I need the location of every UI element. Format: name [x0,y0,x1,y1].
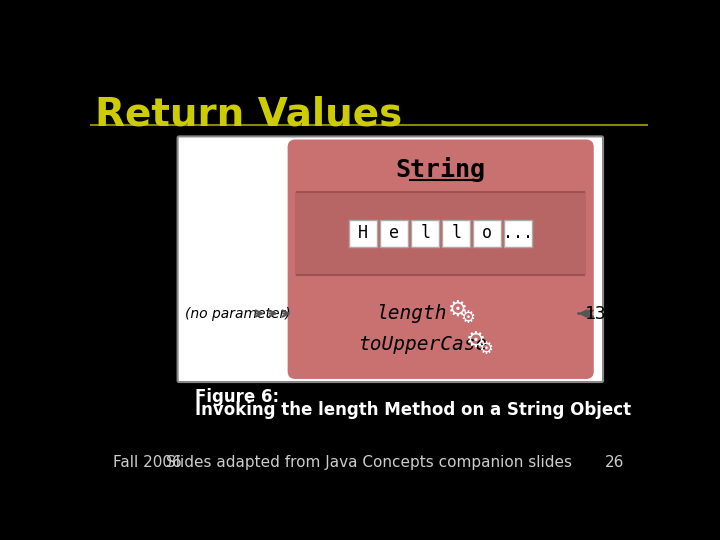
Text: l: l [451,225,462,242]
Text: ⚙: ⚙ [461,309,476,327]
Bar [473,220,501,247]
Text: Invoking the length Method on a String Object: Invoking the length Method on a String O… [194,401,631,419]
Bar [349,220,377,247]
Text: l: l [420,225,430,242]
Text: 26: 26 [606,455,625,470]
Text: 13: 13 [585,305,606,322]
Bar [295,192,586,275]
Text: Fall 2006: Fall 2006 [113,455,182,470]
Text: Return Values: Return Values [96,96,402,133]
Text: Figure 6:: Figure 6: [194,388,279,406]
Text: ...: ... [503,225,534,242]
Text: e: e [390,225,399,242]
Text: (no parameter): (no parameter) [185,307,291,321]
FancyBboxPatch shape [178,137,603,382]
Text: String: String [396,157,486,182]
Bar [411,220,439,247]
Text: toUpperCase: toUpperCase [359,335,488,354]
Text: Slides adapted from Java Concepts companion slides: Slides adapted from Java Concepts compan… [166,455,572,470]
Text: H: H [358,225,368,242]
Text: ⚙: ⚙ [466,330,485,350]
Bar [504,220,532,247]
Text: length: length [377,304,447,323]
Bar [442,220,470,247]
Text: ⚙: ⚙ [448,300,468,320]
Bar [380,220,408,247]
Text: ⚙: ⚙ [478,340,493,358]
Text: o: o [482,225,492,242]
FancyBboxPatch shape [287,139,594,379]
